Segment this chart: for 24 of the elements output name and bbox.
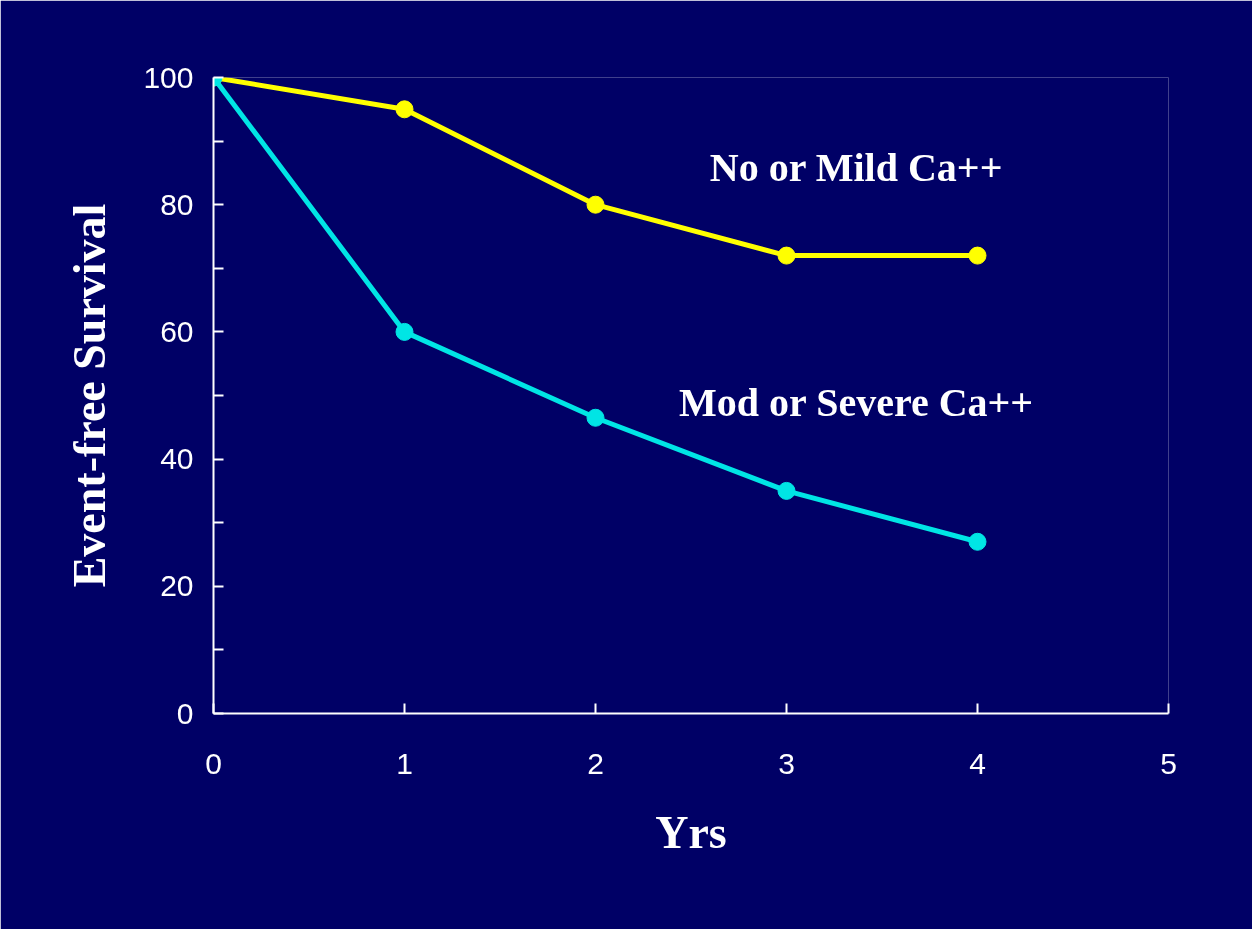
point <box>586 195 605 214</box>
series-label: No or Mild Ca++ <box>709 145 1003 191</box>
point <box>586 408 605 427</box>
x-tick-label: 3 <box>778 746 795 780</box>
x-tick-label: 1 <box>396 746 413 780</box>
point <box>395 322 414 341</box>
x-tick-label: 5 <box>1160 746 1177 780</box>
point <box>777 246 796 265</box>
point <box>777 481 796 500</box>
point <box>968 532 987 551</box>
y-tick-label: 20 <box>160 569 194 603</box>
point <box>968 246 987 265</box>
y-tick-label: 40 <box>160 442 194 476</box>
x-axis-title: Yrs <box>655 806 727 858</box>
y-tick-label: 0 <box>176 696 194 730</box>
y-axis-title: Event-free Survival <box>64 203 116 588</box>
point <box>395 100 414 119</box>
y-tick-label: 100 <box>143 60 194 94</box>
x-tick-label: 4 <box>969 746 986 780</box>
x-tick-label: 0 <box>205 746 222 780</box>
y-tick-label: 60 <box>160 314 194 348</box>
series-label: Mod or Severe Ca++ <box>679 380 1034 426</box>
y-tick-label: 80 <box>160 187 194 221</box>
x-tick-label: 2 <box>587 746 604 780</box>
